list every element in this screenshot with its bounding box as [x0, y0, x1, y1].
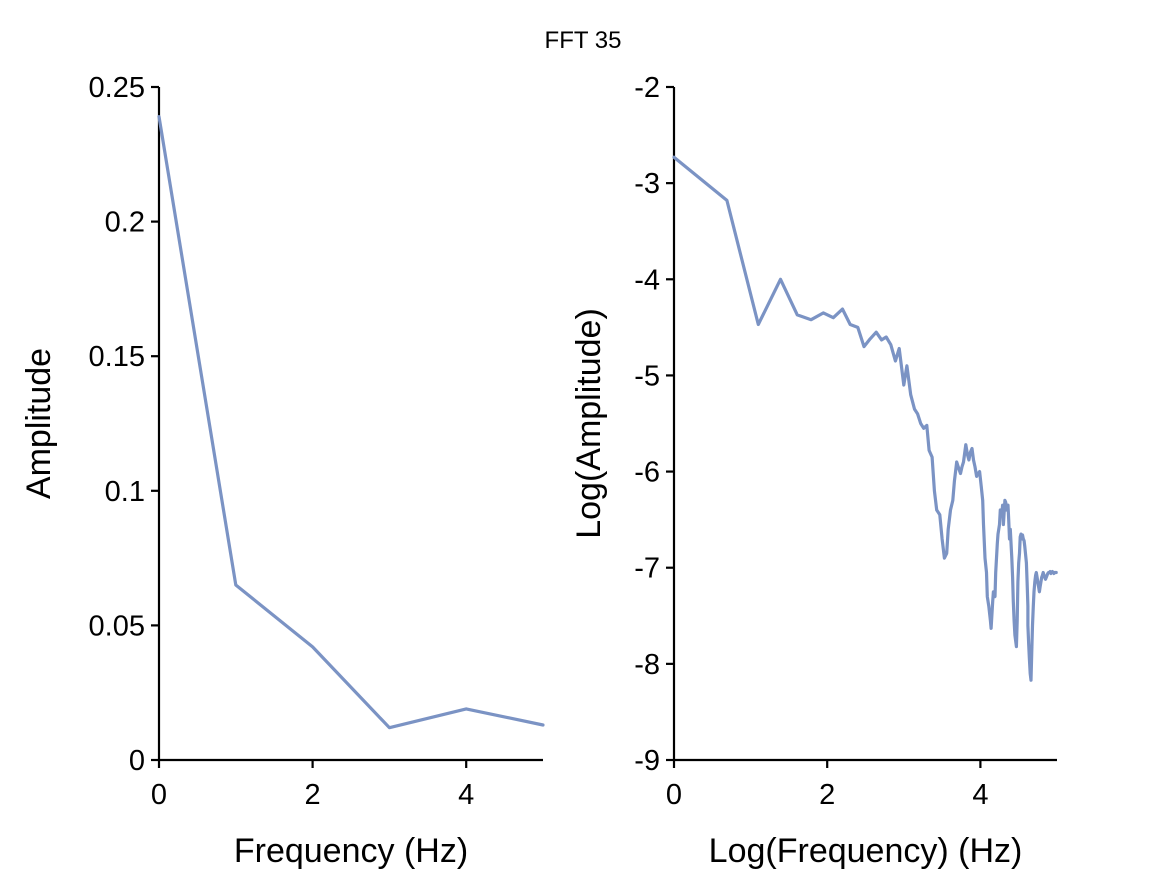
y-tick-label: 0.2: [105, 207, 145, 239]
y-tick-label: -5: [634, 360, 660, 392]
y-tick-label: -8: [634, 649, 660, 681]
series-line: [157, 114, 545, 730]
y-tick-label: -6: [634, 457, 660, 489]
y-tick-label: -9: [634, 745, 660, 777]
log-amplitude-chart: -9 -8 -7 -6 -5 -4 -3 -2 0 2 4 Log(Frequency) (Hz) Lo…: [570, 72, 1058, 870]
y-tick-label: -4: [634, 264, 660, 296]
y-tick-label: 0.15: [89, 341, 145, 373]
x-tick-label: 0: [666, 779, 682, 811]
x-tick-label: 2: [819, 779, 835, 811]
y-axis-label: Amplitude: [20, 348, 58, 499]
x-tick-label: 2: [305, 779, 321, 811]
y-tick-label: 0: [129, 745, 145, 777]
x-axis-label: Frequency (Hz): [234, 832, 468, 870]
x-tick-label: 4: [972, 779, 988, 811]
y-tick-label: 0.1: [105, 476, 145, 508]
amplitude-chart: 0 0.05 0.1 0.15 0.2 0.25 0 2 4 Frequency (Hz) Ampl…: [20, 72, 545, 870]
series-line: [672, 155, 1058, 682]
y-tick-label: -2: [634, 72, 660, 104]
y-tick-label: 0.25: [89, 72, 145, 104]
y-tick-label: 0.05: [89, 610, 145, 642]
x-axis-label: Log(Frequency) (Hz): [709, 832, 1023, 870]
y-axis-label: Log(Amplitude): [570, 308, 608, 539]
x-tick-label: 4: [458, 779, 474, 811]
x-tick-label: 0: [151, 779, 167, 811]
figure-title: FFT 35: [545, 27, 622, 54]
y-tick-label: -7: [634, 553, 660, 585]
y-tick-label: -3: [634, 168, 660, 200]
